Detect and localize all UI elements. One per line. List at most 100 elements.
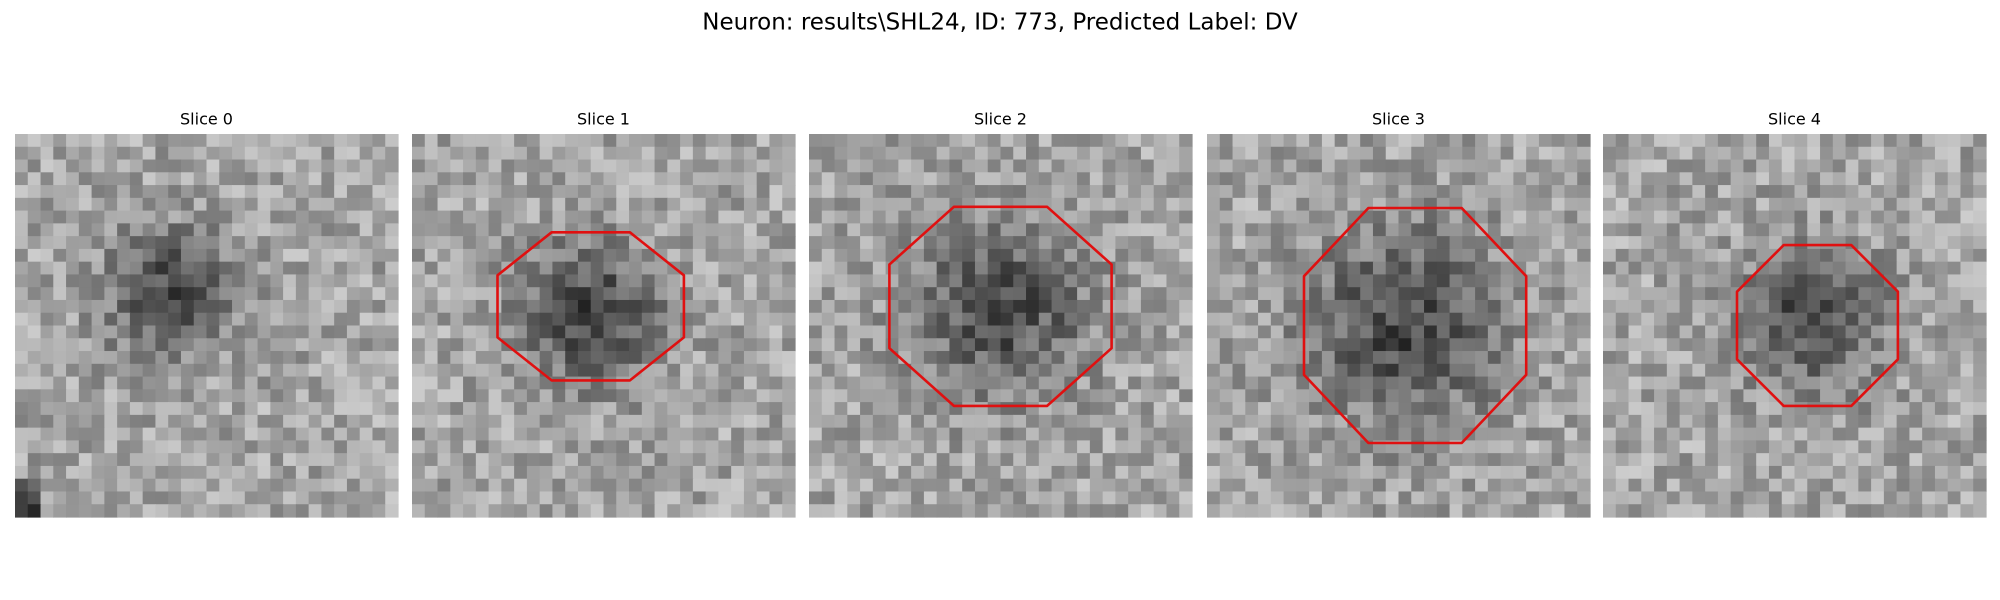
pixel bbox=[834, 363, 848, 378]
pixel bbox=[270, 351, 284, 365]
pixel bbox=[232, 223, 246, 237]
pixel bbox=[1756, 338, 1770, 352]
pixel bbox=[1654, 338, 1668, 352]
pixel bbox=[809, 414, 823, 429]
pixel bbox=[53, 504, 67, 518]
pixel bbox=[1730, 402, 1745, 416]
pixel bbox=[1360, 223, 1374, 237]
pixel bbox=[809, 363, 823, 378]
pixel bbox=[1692, 312, 1706, 327]
pixel bbox=[78, 172, 93, 186]
pixel bbox=[885, 197, 899, 212]
pixel bbox=[1179, 363, 1193, 378]
pixel bbox=[1973, 172, 1987, 186]
pixel bbox=[1436, 312, 1451, 327]
pixel bbox=[809, 389, 823, 403]
pixel bbox=[1128, 325, 1142, 339]
pixel bbox=[577, 197, 592, 212]
pixel bbox=[1360, 414, 1374, 429]
pixel bbox=[641, 274, 656, 288]
pixel bbox=[53, 159, 67, 173]
pixel bbox=[1551, 338, 1566, 352]
pixel bbox=[1743, 159, 1757, 173]
pixel bbox=[1166, 287, 1180, 301]
pixel bbox=[1462, 440, 1476, 454]
pixel bbox=[860, 478, 874, 493]
pixel bbox=[1219, 351, 1234, 365]
pixel bbox=[590, 427, 605, 441]
pixel bbox=[923, 465, 938, 480]
pixel bbox=[1807, 236, 1821, 250]
pixel bbox=[104, 402, 118, 416]
pixel bbox=[1360, 172, 1374, 186]
pixel bbox=[463, 312, 477, 327]
pixel bbox=[705, 159, 719, 173]
pixel bbox=[872, 210, 887, 224]
pixel bbox=[1934, 351, 1949, 365]
pixel bbox=[1922, 491, 1936, 505]
pixel bbox=[654, 223, 668, 237]
pixel bbox=[1883, 338, 1898, 352]
pixel bbox=[847, 389, 861, 403]
pixel bbox=[501, 325, 515, 339]
pixel bbox=[756, 491, 771, 505]
pixel bbox=[40, 363, 54, 378]
pixel bbox=[1883, 351, 1898, 365]
pixel bbox=[1730, 427, 1745, 441]
pixel bbox=[526, 376, 541, 390]
pixel bbox=[1153, 414, 1168, 429]
pixel bbox=[232, 134, 246, 148]
pixel bbox=[1309, 172, 1323, 186]
pixel bbox=[1153, 248, 1168, 263]
pixel bbox=[923, 248, 938, 263]
pixel bbox=[1832, 325, 1847, 339]
pixel bbox=[1077, 210, 1091, 224]
pixel bbox=[283, 478, 297, 493]
pixel bbox=[743, 491, 758, 505]
pixel bbox=[1781, 312, 1796, 327]
pixel bbox=[1705, 453, 1719, 467]
pixel bbox=[385, 261, 399, 276]
pixel bbox=[911, 287, 925, 301]
pixel bbox=[1832, 389, 1847, 403]
pixel bbox=[1807, 402, 1821, 416]
pixel bbox=[1258, 299, 1272, 314]
pixel bbox=[1321, 363, 1336, 378]
pixel bbox=[1820, 312, 1834, 327]
pixel bbox=[1232, 440, 1246, 454]
pixel bbox=[1730, 159, 1745, 173]
pixel bbox=[692, 287, 707, 301]
pixel bbox=[295, 185, 310, 199]
pixel bbox=[949, 465, 963, 480]
pixel bbox=[232, 312, 246, 327]
pixel bbox=[860, 504, 874, 518]
pixel bbox=[1334, 197, 1349, 212]
pixel bbox=[1551, 427, 1566, 441]
pixel bbox=[834, 312, 848, 327]
pixel bbox=[1909, 185, 1923, 199]
pixel bbox=[923, 402, 938, 416]
pixel bbox=[1526, 261, 1540, 276]
pixel bbox=[1179, 236, 1193, 250]
pixel bbox=[1321, 287, 1336, 301]
pixel bbox=[168, 491, 182, 505]
pixel bbox=[1845, 414, 1859, 429]
pixel bbox=[1768, 453, 1783, 467]
pixel bbox=[1026, 504, 1040, 518]
pixel bbox=[450, 351, 464, 365]
pixel bbox=[385, 389, 399, 403]
pixel bbox=[283, 261, 297, 276]
pixel bbox=[1781, 465, 1796, 480]
pixel bbox=[270, 146, 284, 161]
pixel bbox=[206, 236, 220, 250]
pixel bbox=[1641, 261, 1655, 276]
pixel bbox=[1756, 210, 1770, 224]
pixel bbox=[1051, 325, 1065, 339]
pixel bbox=[1743, 453, 1757, 467]
pixel bbox=[1909, 236, 1923, 250]
pixel bbox=[1179, 427, 1193, 441]
pixel bbox=[1385, 453, 1400, 467]
pixel bbox=[1166, 134, 1180, 148]
pixel bbox=[1102, 287, 1116, 301]
pixel bbox=[1832, 248, 1847, 263]
